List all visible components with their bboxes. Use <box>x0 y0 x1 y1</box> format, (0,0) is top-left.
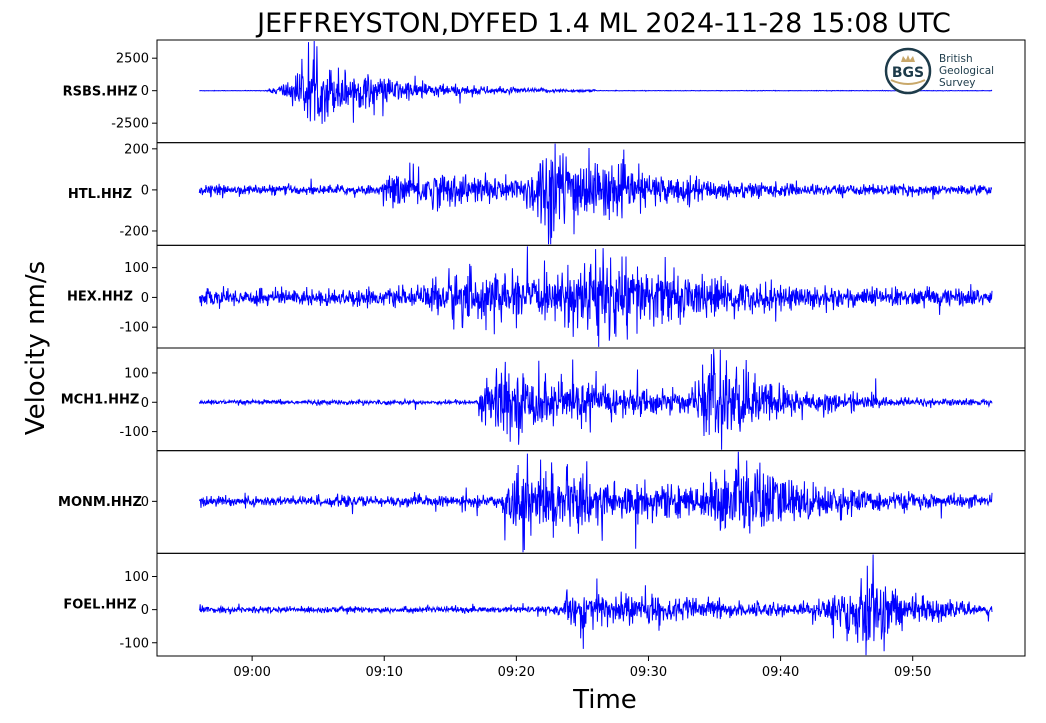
panel-foel-hhz: FOEL.HHZ -100 0 100 <box>63 552 1026 657</box>
station-label: HTL.HHZ <box>68 187 132 202</box>
station-label: MCH1.HHZ <box>61 392 140 407</box>
y-tick-label: 2500 <box>116 52 149 67</box>
waveform-trace <box>198 349 993 450</box>
chart-title: JEFFREYSTON,DYFED 1.4 ML 2024-11-28 15:0… <box>255 8 951 39</box>
bgs-logo: BGS British Geological Survey <box>884 47 994 95</box>
waveform-trace <box>199 40 993 124</box>
y-tick-label: -100 <box>119 321 149 336</box>
station-label: MONM.HHZ <box>58 495 142 510</box>
panel-htl-hhz: HTL.HHZ -200 0 200 <box>68 142 1026 246</box>
y-tick-label: 0 <box>141 84 149 99</box>
y-tick-label: 0 <box>141 495 149 510</box>
x-tick-label: 09:30 <box>630 665 667 680</box>
y-tick-label: 100 <box>124 570 149 585</box>
waveform-trace <box>198 143 992 245</box>
station-label: HEX.HHZ <box>67 290 133 305</box>
panel-mch1-hhz: MCH1.HHZ -100 0 100 <box>61 347 1026 452</box>
y-tick-label: 200 <box>124 142 149 157</box>
y-tick-label: -2500 <box>111 117 149 132</box>
y-tick-label: 100 <box>124 366 149 381</box>
x-tick-label: 09:10 <box>366 665 403 680</box>
y-tick-label: 0 <box>141 291 149 306</box>
logo-crown-icon <box>901 55 915 62</box>
logo-text-line: Survey <box>939 77 976 89</box>
y-tick-label: -100 <box>119 636 149 651</box>
panel-frame <box>156 552 1026 657</box>
y-axis-label: Velocity nm/s <box>21 261 51 435</box>
y-tick-label: 0 <box>141 396 149 411</box>
x-tick-label: 09:00 <box>233 665 270 680</box>
logo-text-line: British <box>939 53 973 65</box>
waveform-trace <box>198 554 993 656</box>
panels-group: RSBS.HHZ -2500 0 2500 HTL.HHZ -200 0 200 HEX.HHZ… <box>58 39 1026 657</box>
y-tick-label: 0 <box>141 183 149 198</box>
logo-wave <box>890 79 926 85</box>
y-tick-label: -200 <box>119 224 149 239</box>
x-tick-label: 09:20 <box>498 665 535 680</box>
x-tick-label: 09:50 <box>894 665 931 680</box>
waveform-trace <box>198 246 993 347</box>
y-tick-label: -100 <box>119 425 149 440</box>
station-label: RSBS.HHZ <box>63 84 138 99</box>
panel-rsbs-hhz: RSBS.HHZ -2500 0 2500 <box>63 39 1026 144</box>
logo-abbreviation: BGS <box>892 65 924 81</box>
x-axis: 09:00 09:10 09:20 09:30 09:40 09:50 <box>233 656 931 680</box>
panel-hex-hhz: HEX.HHZ -100 0 100 <box>67 244 1026 349</box>
y-tick-label: 0 <box>141 603 149 618</box>
x-tick-label: 09:40 <box>762 665 799 680</box>
station-label: FOEL.HHZ <box>63 598 136 613</box>
waveform-trace <box>199 451 993 553</box>
logo-text-line: Geological <box>939 65 994 77</box>
y-tick-label: 100 <box>124 261 149 276</box>
x-axis-label: Time <box>572 685 637 715</box>
